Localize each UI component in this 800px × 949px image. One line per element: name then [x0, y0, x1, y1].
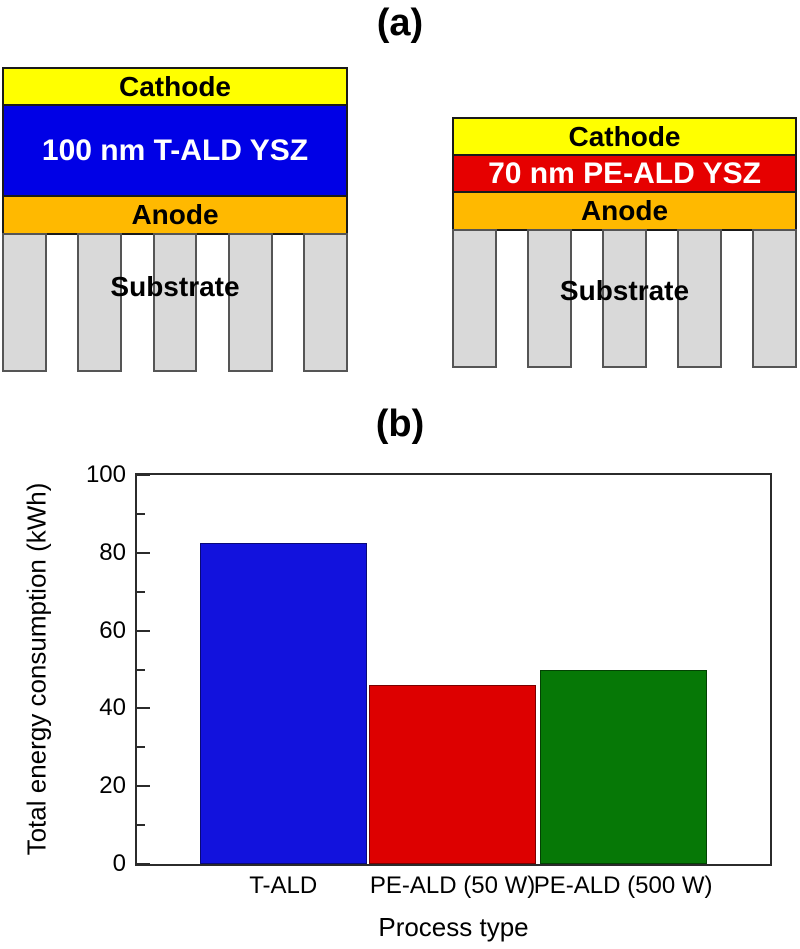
panel-a-label: (a) [376, 2, 424, 44]
layer-anode: Anode [2, 195, 348, 235]
bar-t-ald [199, 543, 367, 864]
y-axis-title: Total energy consumption (kWh) [21, 482, 52, 856]
y-major-tick-40 [137, 707, 150, 710]
y-minor-tick-10 [137, 824, 145, 827]
x-axis-title: Process type [378, 912, 529, 942]
y-tick-label-0: 0 [112, 850, 126, 877]
layer-cathode: Cathode [452, 117, 797, 156]
x-tick-label-pe-ald-500-w: PE-ALD (500 W) [533, 872, 713, 899]
x-tick-label-t-ald: T-ALD [249, 872, 318, 899]
y-major-tick-60 [137, 629, 150, 632]
device-pe-ald: Cathode 70 nm PE-ALD YSZ Anode Substrate [452, 117, 797, 368]
cathode-label: Cathode [119, 70, 231, 102]
y-minor-tick-70 [137, 590, 145, 593]
substrate-pillar [527, 229, 572, 368]
x-tick-label-pe-ald-50-w: PE-ALD (50 W) [369, 872, 536, 899]
substrate-pillar [677, 229, 722, 368]
substrate-pillar [2, 233, 47, 372]
anode-label: Anode [580, 195, 669, 226]
y-major-tick-80 [137, 551, 150, 554]
y-tick-label-20: 20 [99, 772, 126, 800]
y-major-tick-0 [137, 863, 150, 865]
substrate: Substrate [2, 233, 348, 372]
bar-pe-ald-50-w [368, 685, 537, 864]
substrate-pillar [227, 233, 273, 372]
substrate-pillar [152, 233, 198, 372]
substrate-pillar [77, 233, 123, 372]
bar-chart-plot-area: Process type T-ALD PE-ALD (50 W) PE-ALD (5… [86, 461, 772, 942]
layer-electrolyte-t-ald: 100 nm T-ALD YSZ [2, 104, 348, 197]
panel-b-label: (b) [375, 403, 425, 445]
substrate-pillar [602, 229, 647, 368]
substrate-pillar [452, 229, 497, 368]
y-major-tick-100 [137, 474, 150, 476]
substrate-label: Substrate [559, 275, 690, 306]
anode-label: Anode [131, 199, 219, 230]
substrate-pillar [752, 229, 797, 368]
device-t-ald: Cathode 100 nm T-ALD YSZ Anode Substrate [2, 67, 348, 372]
substrate-pillar [303, 233, 348, 372]
y-tick-label-80: 80 [99, 538, 126, 566]
layer-electrolyte-pe-ald: 70 nm PE-ALD YSZ [452, 154, 797, 193]
y-minor-tick-50 [137, 668, 145, 671]
substrate-label: Substrate [110, 271, 240, 302]
bar-pe-ald-500-w [539, 669, 707, 864]
y-major-tick-20 [137, 785, 150, 788]
y-minor-tick-90 [137, 512, 145, 515]
cathode-label: Cathode [568, 120, 681, 152]
layer-anode: Anode [452, 191, 797, 231]
y-tick-label-60: 60 [99, 616, 126, 644]
layer-cathode: Cathode [2, 67, 348, 106]
electrolyte-label: 70 nm PE-ALD YSZ [488, 156, 761, 190]
substrate: Substrate [452, 229, 797, 368]
y-tick-label-40: 40 [99, 694, 126, 722]
y-minor-tick-30 [137, 746, 145, 749]
electrolyte-label: 100 nm T-ALD YSZ [41, 133, 309, 167]
y-tick-label-100: 100 [85, 461, 126, 488]
